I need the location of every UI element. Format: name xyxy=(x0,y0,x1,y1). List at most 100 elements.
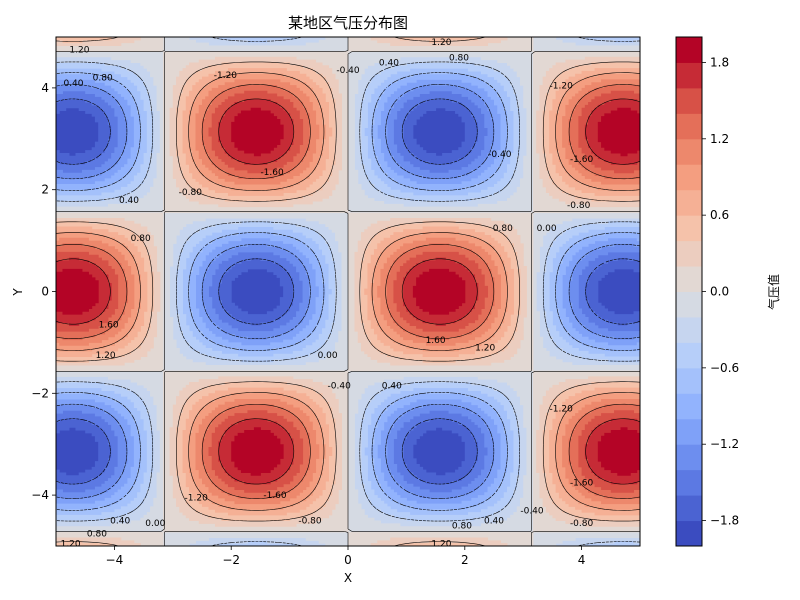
contour-label-21: 1.20 xyxy=(475,344,495,354)
contour-label-8: -1.20 xyxy=(550,81,574,91)
contour-label-30: -0.80 xyxy=(570,519,594,529)
contour-label-12: -1.60 xyxy=(570,155,594,165)
contour-label-4: 0.80 xyxy=(449,53,469,63)
colorbar-band-9 xyxy=(676,291,702,318)
contour-label-14: 0.00 xyxy=(537,224,557,234)
contour-label-6: -0.40 xyxy=(336,66,360,76)
contour-label-18: 1.60 xyxy=(99,321,119,331)
y-axis-label: Y xyxy=(11,288,25,297)
y-tick-label-2: 0 xyxy=(41,285,49,299)
colorbar-band-0 xyxy=(676,520,702,547)
colorbar-band-17 xyxy=(676,87,702,114)
x-tick-label-4: 4 xyxy=(578,553,586,567)
colorbar-tick-label-5: −1.2 xyxy=(710,437,739,451)
colorbar-band-12 xyxy=(676,215,702,242)
contour-label-33: 0.00 xyxy=(145,519,165,529)
contour-label-31: -0.80 xyxy=(298,517,322,527)
contour-line-6 xyxy=(56,72,640,511)
colorbar-band-18 xyxy=(676,62,702,89)
contour-line-1 xyxy=(56,84,640,499)
colorbar-tick-label-2: 0.6 xyxy=(710,208,729,222)
colorbar xyxy=(676,37,702,547)
colorbar-tick-label-0: 1.8 xyxy=(710,55,729,69)
contour-label-38: 1.20 xyxy=(431,540,451,550)
colorbar-band-7 xyxy=(676,342,702,369)
x-axis-label: X xyxy=(344,571,352,585)
contour-label-34: 0.80 xyxy=(87,529,107,539)
contour-line-3 xyxy=(56,37,640,546)
contour-label-3: 1.20 xyxy=(431,38,451,48)
colorbar-band-2 xyxy=(676,469,702,496)
contour-band-13 xyxy=(56,68,640,516)
contour-label-32: 0.40 xyxy=(110,517,130,527)
contour-label-20: 1.60 xyxy=(426,336,446,346)
colorbar-tick-label-6: −1.8 xyxy=(710,514,739,528)
contour-label-26: -1.60 xyxy=(570,478,594,488)
contour-label-11: -0.40 xyxy=(488,150,512,160)
y-tick-label-4: 4 xyxy=(41,81,49,95)
contour-label-16: 0.80 xyxy=(131,234,151,244)
contour-label-10: -0.80 xyxy=(179,188,203,198)
contour-label-35: 0.80 xyxy=(452,522,472,532)
contour-labels: 1.200.800.401.200.800.40-0.40-1.20-1.20-… xyxy=(61,38,594,550)
colorbar-band-1 xyxy=(676,495,702,522)
contour-label-28: -1.60 xyxy=(263,491,287,501)
colorbar-band-16 xyxy=(676,113,702,140)
chart-title: 某地区气压分布图 xyxy=(288,14,408,32)
contour-label-36: 0.40 xyxy=(484,517,504,527)
colorbar-label: 气压值 xyxy=(766,274,781,310)
contour-band-11 xyxy=(56,37,640,546)
contour-line-2 xyxy=(56,72,640,511)
contour-label-1: 0.80 xyxy=(93,74,113,84)
x-tick-label-2: 0 xyxy=(344,553,352,567)
y-tick-label-3: 2 xyxy=(41,183,49,197)
colorbar-band-6 xyxy=(676,367,702,394)
y-axis-ticks: −4 −2 0 2 4 xyxy=(31,81,56,502)
contour-band-6 xyxy=(56,68,640,516)
colorbar-tick-label-3: 0.0 xyxy=(710,285,729,299)
colorbar-band-3 xyxy=(676,444,702,471)
colorbar-band-5 xyxy=(676,393,702,420)
x-tick-label-3: 2 xyxy=(461,553,469,567)
contour-label-0: 1.20 xyxy=(69,46,89,56)
contour-label-17: 0.80 xyxy=(493,224,513,234)
contour-label-23: -0.40 xyxy=(328,382,352,392)
contour-label-37: 1.20 xyxy=(61,540,81,550)
contour-line-0 xyxy=(56,98,640,485)
contour-label-7: -1.20 xyxy=(214,71,238,81)
colorbar-band-14 xyxy=(676,164,702,191)
colorbar-ticks: 1.8 1.2 0.6 0.0 −0.6 −1.2 −1.8 xyxy=(702,55,739,528)
colorbar-band-15 xyxy=(676,138,702,165)
colorbar-tick-label-4: −0.6 xyxy=(710,361,739,375)
contour-label-13: -0.80 xyxy=(567,201,591,211)
contour-label-5: 0.40 xyxy=(379,59,399,69)
contour-line-8 xyxy=(56,98,640,485)
x-tick-label-0: −4 xyxy=(106,553,124,567)
contour-label-25: -1.20 xyxy=(550,405,574,415)
contour-lines xyxy=(56,37,640,546)
x-tick-label-1: −2 xyxy=(222,553,240,567)
contour-label-24: 0.40 xyxy=(382,382,402,392)
colorbar-band-4 xyxy=(676,418,702,445)
contour-label-19: 1.20 xyxy=(96,351,116,361)
y-tick-label-1: −2 xyxy=(31,386,49,400)
contour-label-22: 0.00 xyxy=(318,351,338,361)
contour-line-4 xyxy=(56,37,640,546)
contour-label-29: -0.40 xyxy=(520,506,544,516)
contour-line-7 xyxy=(56,84,640,499)
colorbar-band-19 xyxy=(676,37,702,63)
contour-band-17 xyxy=(56,90,640,493)
contour-line-5 xyxy=(56,37,640,546)
y-tick-label-0: −4 xyxy=(31,488,49,502)
contour-label-15: 0.40 xyxy=(119,196,139,206)
contour-label-2: 0.40 xyxy=(63,79,83,89)
colorbar-band-13 xyxy=(676,189,702,216)
colorbar-band-11 xyxy=(676,240,702,267)
colorbar-band-8 xyxy=(676,316,702,343)
contour-label-9: -1.60 xyxy=(260,168,284,178)
contour-band-2 xyxy=(56,90,640,493)
contour-label-27: -1.20 xyxy=(185,494,209,504)
colorbar-band-10 xyxy=(676,266,702,292)
contour-band-8 xyxy=(56,37,640,546)
